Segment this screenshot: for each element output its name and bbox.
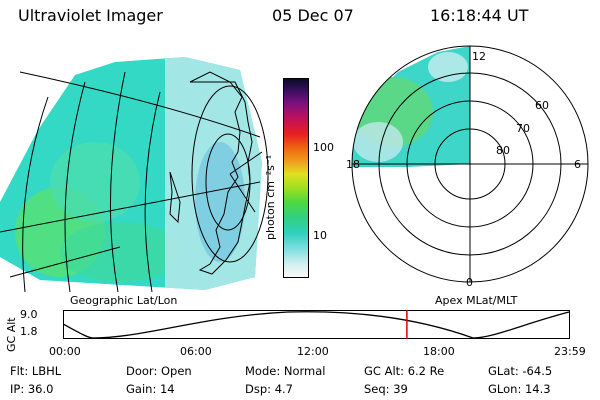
mlat-label-80: 80 (496, 144, 510, 157)
intensity-colorbar (283, 78, 309, 278)
observation-date: 05 Dec 07 (272, 6, 354, 25)
mlat-label-60: 60 (535, 99, 549, 112)
mlat-label-70: 70 (516, 122, 530, 135)
timeline-xtick-1200: 12:00 (297, 345, 329, 358)
colorbar-unit-label: photon cm⁻²s⁻¹ (264, 154, 277, 240)
status-ip: IP: 36.0 (10, 382, 54, 396)
mlt-label-12: 12 (472, 50, 486, 63)
status-glat: GLat: -64.5 (488, 364, 553, 378)
mlt-label-0: 0 (466, 276, 473, 289)
mlt-label-6: 6 (574, 158, 581, 171)
timeline-xtick-0600: 06:00 (180, 345, 212, 358)
geographic-image-panel (0, 57, 269, 292)
timeline-xtick-1800: 18:00 (423, 345, 455, 358)
left-panel-caption: Geographic Lat/Lon (70, 294, 178, 307)
observation-time: 16:18:44 UT (430, 6, 529, 25)
timeline-xtick-0000: 00:00 (49, 345, 81, 358)
altitude-timeline (63, 310, 570, 339)
timeline-ytick-low: 1.8 (20, 325, 38, 338)
right-panel-caption: Apex MLat/MLT (435, 294, 518, 307)
colorbar-tick-10: 10 (313, 229, 327, 242)
status-flt: Flt: LBHL (10, 364, 62, 378)
status-mode: Mode: Normal (245, 364, 326, 378)
status-gc-alt: GC Alt: 6.2 Re (364, 364, 445, 378)
colorbar-tick-100: 100 (313, 141, 334, 154)
status-gain: Gain: 14 (126, 382, 175, 396)
status-dsp: Dsp: 4.7 (245, 382, 293, 396)
timeline-ytick-high: 9.0 (20, 308, 38, 321)
status-door: Door: Open (126, 364, 192, 378)
timeline-ylabel: GC Alt (5, 317, 18, 352)
altitude-curve (63, 311, 570, 339)
mlt-label-18: 18 (346, 158, 360, 171)
polar-mlt-plot: 12 18 6 0 60 70 80 (346, 45, 589, 289)
status-glon: GLon: 14.3 (488, 382, 551, 396)
status-seq: Seq: 39 (364, 382, 408, 396)
instrument-title: Ultraviolet Imager (18, 6, 163, 25)
timeline-xtick-2359: 23:59 (554, 345, 586, 358)
